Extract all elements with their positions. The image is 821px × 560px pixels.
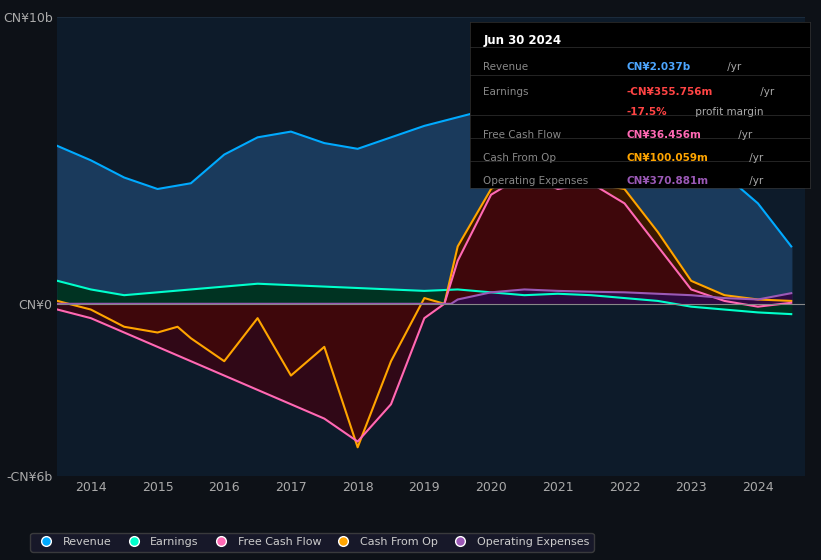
Text: -CN¥355.756m: -CN¥355.756m [626,87,713,97]
Text: /yr: /yr [724,62,741,72]
Legend: Revenue, Earnings, Free Cash Flow, Cash From Op, Operating Expenses: Revenue, Earnings, Free Cash Flow, Cash … [30,533,594,552]
Text: CN¥36.456m: CN¥36.456m [626,130,701,140]
Text: /yr: /yr [736,130,753,140]
Text: Jun 30 2024: Jun 30 2024 [484,34,562,47]
Text: CN¥2.037b: CN¥2.037b [626,62,690,72]
Text: Revenue: Revenue [484,62,529,72]
Text: /yr: /yr [746,176,764,186]
Text: CN¥100.059m: CN¥100.059m [626,153,709,163]
Text: /yr: /yr [757,87,774,97]
Text: CN¥370.881m: CN¥370.881m [626,176,709,186]
Text: /yr: /yr [746,153,764,163]
Text: profit margin: profit margin [692,106,764,116]
Text: Operating Expenses: Operating Expenses [484,176,589,186]
Text: Earnings: Earnings [484,87,529,97]
Text: Cash From Op: Cash From Op [484,153,557,163]
Text: Free Cash Flow: Free Cash Flow [484,130,562,140]
Text: -17.5%: -17.5% [626,106,667,116]
